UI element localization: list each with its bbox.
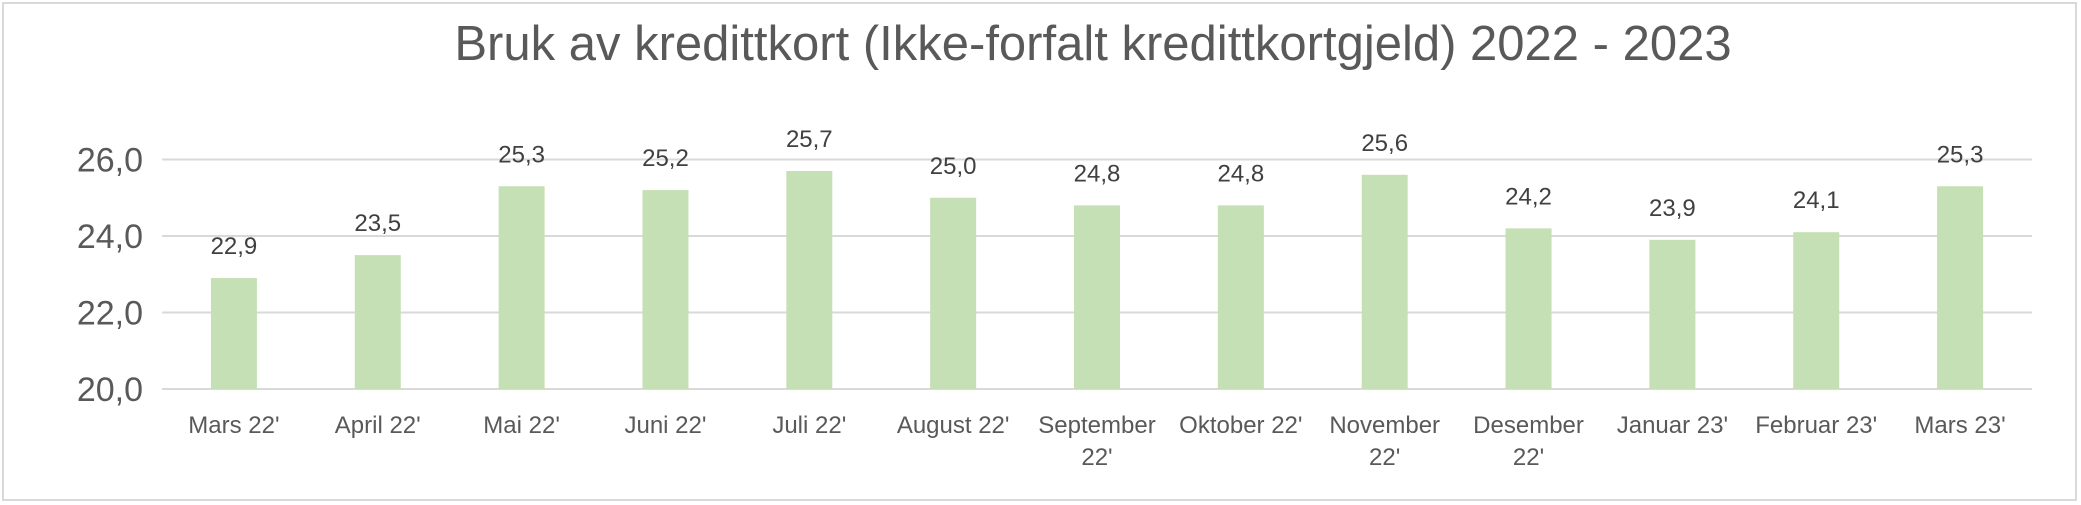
data-label: 25,6 <box>1361 130 1408 157</box>
data-label: 25,3 <box>1937 141 1984 168</box>
data-label: 25,3 <box>498 141 545 168</box>
bar <box>1793 232 1840 389</box>
bar <box>1361 174 1408 389</box>
data-label: 24,2 <box>1505 183 1552 210</box>
x-tick-label: Mars 23' <box>1914 412 2005 439</box>
x-tick-label: Desember 22' <box>1473 412 1584 471</box>
y-tick-label: 20,0 <box>77 371 143 409</box>
data-label: 24,8 <box>1217 160 1264 187</box>
data-label: 22,9 <box>211 233 258 260</box>
bar <box>210 278 257 389</box>
data-label: 24,8 <box>1074 160 1121 187</box>
bar <box>498 186 545 389</box>
data-label: 25,7 <box>786 126 833 153</box>
y-tick-label: 26,0 <box>77 142 143 180</box>
x-tick-label: September 22' <box>1038 412 1155 471</box>
chart-title: Bruk av kredittkort (Ikke-forfalt kredit… <box>454 17 1731 71</box>
y-tick-label: 22,0 <box>77 295 143 333</box>
x-tick-label: Mars 22' <box>188 412 279 439</box>
x-tick-label: Juli 22' <box>772 412 846 439</box>
bar <box>1074 205 1120 389</box>
x-tick-label: August 22' <box>897 412 1010 439</box>
bar <box>1937 186 1984 389</box>
data-label: 23,5 <box>354 210 401 237</box>
data-label: 25,2 <box>642 145 689 172</box>
bar <box>1649 239 1696 389</box>
bar <box>1505 228 1552 389</box>
data-label: 24,1 <box>1793 187 1840 214</box>
data-label: 23,9 <box>1649 195 1696 222</box>
x-tick-label: Juni 22' <box>624 412 706 439</box>
x-tick-label: November 22' <box>1329 412 1440 471</box>
x-tick-label: Oktober 22' <box>1179 412 1302 439</box>
data-label: 25,0 <box>930 153 977 180</box>
x-tick-label: Mai 22' <box>483 412 560 439</box>
x-tick-label: April 22' <box>335 412 421 439</box>
x-tick-label: Januar 23' <box>1617 412 1728 439</box>
bar <box>642 190 689 389</box>
x-tick-label: Februar 23' <box>1755 412 1877 439</box>
y-tick-label: 24,0 <box>77 218 143 256</box>
bar <box>930 197 977 389</box>
bar <box>786 170 833 389</box>
bar <box>354 255 401 389</box>
bar <box>1217 205 1264 389</box>
